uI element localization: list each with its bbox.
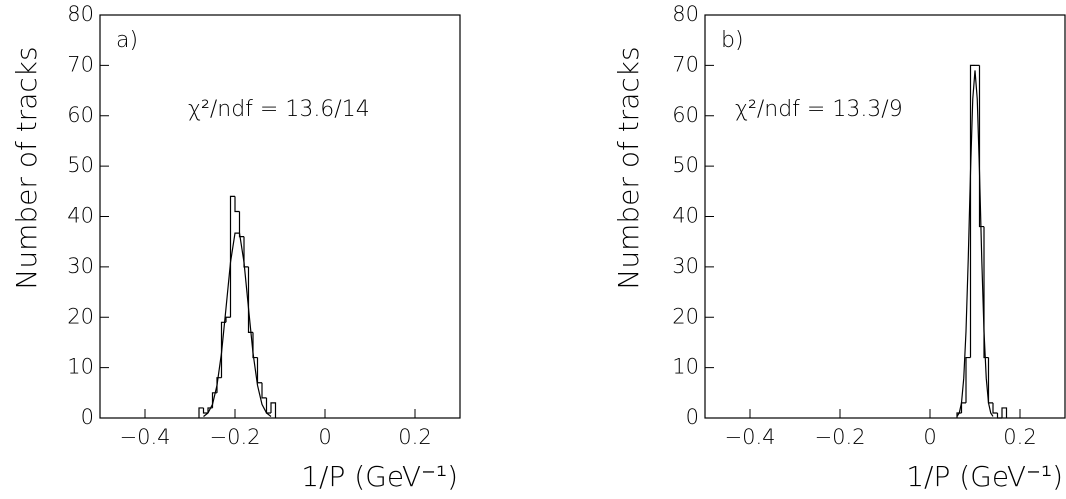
histogram-bin: [243, 236, 249, 268]
histogram-bin: [198, 407, 204, 418]
histogram-bin: [256, 357, 262, 384]
annotation: χ²/ndf = 13.6/14: [188, 97, 370, 122]
y-tick-label: 70: [672, 52, 699, 76]
x-tick-label: 0: [318, 425, 331, 449]
histogram-bin: [960, 402, 966, 413]
histogram-bin: [996, 412, 1002, 419]
y-tick-label: 40: [672, 204, 699, 228]
x-tick-label: −0.2: [210, 425, 261, 449]
x-tick-label: −0.4: [725, 425, 776, 449]
y-tick-label: 30: [672, 254, 699, 278]
y-tick-label: 50: [672, 153, 699, 177]
histogram-bin: [252, 332, 258, 359]
y-axis-title: Number of tracks: [612, 46, 645, 289]
y-tick-label: 0: [686, 405, 699, 429]
histogram-bin: [202, 407, 208, 414]
y-tick-label: 80: [67, 2, 94, 26]
y-tick-label: 60: [67, 103, 94, 127]
y-tick-label: 60: [672, 103, 699, 127]
y-tick-label: 20: [67, 304, 94, 328]
y-tick-label: 80: [672, 2, 699, 26]
x-tick-label: −0.4: [120, 425, 171, 449]
y-tick-label: 30: [67, 254, 94, 278]
histogram-bin: [225, 316, 231, 323]
x-axis-title: 1/P (GeV⁻¹): [301, 460, 458, 493]
x-tick-label: 0.2: [398, 425, 431, 449]
y-tick-label: 10: [67, 355, 94, 379]
fit-curve: [203, 232, 272, 417]
histogram-bin: [261, 382, 267, 399]
y-tick-label: 0: [81, 405, 94, 429]
histogram-bin: [234, 196, 240, 213]
x-axis-title: 1/P (GeV⁻¹): [906, 460, 1063, 493]
y-axis-title: Number of tracks: [10, 46, 43, 289]
fit-curve: [956, 70, 994, 417]
y-tick-label: 40: [67, 204, 94, 228]
panel-label: a): [116, 28, 138, 53]
y-tick-label: 70: [67, 52, 94, 76]
histogram-bin: [987, 357, 993, 404]
histogram-bin: [270, 402, 277, 418]
panel-label: b): [721, 28, 744, 53]
plot-frame: [99, 14, 461, 419]
x-tick-label: −0.2: [815, 425, 866, 449]
histogram-bin: [969, 64, 975, 358]
annotation: χ²/ndf = 13.3/9: [735, 97, 903, 122]
y-tick-label: 10: [672, 355, 699, 379]
x-tick-label: 0.2: [1003, 425, 1036, 449]
histogram-bin: [229, 195, 235, 318]
y-tick-label: 20: [672, 304, 699, 328]
histogram-bin: [978, 65, 984, 228]
histogram-bin: [265, 397, 271, 414]
histogram-bin: [965, 356, 971, 403]
histogram-bin: [247, 266, 253, 333]
plot-frame: [704, 14, 1066, 419]
histogram-bin: [1001, 407, 1008, 418]
y-tick-label: 50: [67, 153, 94, 177]
histogram-bin: [983, 226, 989, 359]
x-tick-label: 0: [923, 425, 936, 449]
histogram-bin: [992, 402, 998, 414]
histogram-bin: [238, 211, 244, 238]
